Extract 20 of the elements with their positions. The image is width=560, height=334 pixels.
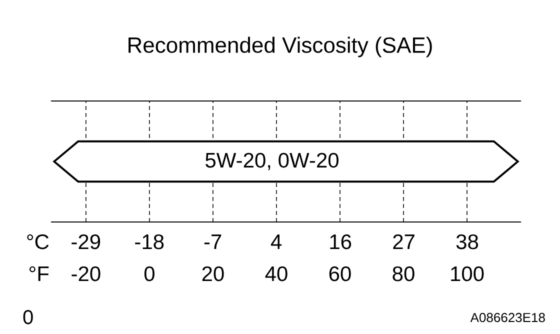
x2-tick-label: 4 (270, 234, 282, 249)
x2-tick-label: 16 (330, 234, 352, 250)
x-tick-label: 0 (144, 266, 154, 282)
x2-tick-label: 27 (393, 234, 414, 249)
x2-tick-label: 38 (456, 234, 478, 250)
x2-tick-label: -18 (135, 234, 164, 250)
x-tick-label: 20 (202, 266, 224, 282)
x-tick-label: 80 (392, 266, 414, 282)
text: 0 (23, 310, 33, 324)
x-tick-label: 40 (265, 266, 288, 282)
x2-tick-label: -29 (72, 234, 100, 250)
chart-title: Recommended Viscosity (SAE) (128, 36, 432, 58)
x-tick-label: 60 (329, 266, 351, 282)
y-tick-label: 5W-20, 0W-20 (206, 152, 338, 170)
text: A086623E18 (470, 312, 545, 322)
x-axis-title: °F (30, 266, 49, 281)
x2-axis-title: °C (27, 234, 49, 250)
x-tick-label: -20 (72, 266, 100, 282)
x2-tick-label: -7 (204, 234, 222, 249)
x-tick-label: 100 (451, 266, 484, 282)
